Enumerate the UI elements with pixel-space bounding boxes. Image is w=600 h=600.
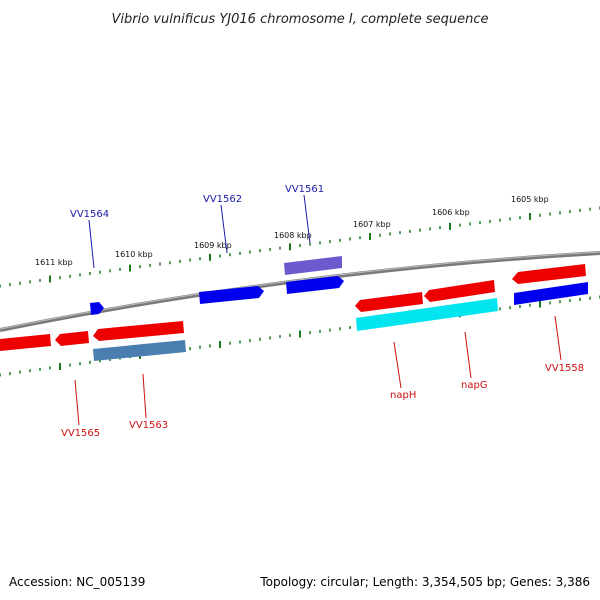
gene-label-vv1558[interactable]: VV1558 bbox=[545, 363, 584, 374]
leader-vv1563 bbox=[142, 373, 147, 419]
tick-label-1609: 1609 kbp bbox=[194, 241, 232, 250]
map-title: Vibrio vulnificus YJ016 chromosome I, co… bbox=[111, 12, 488, 27]
gene-arrow-vv1563-red[interactable] bbox=[93, 321, 184, 341]
gene-label-vv1562[interactable]: VV1562 bbox=[203, 194, 242, 205]
gene-arrow-vv1563[interactable] bbox=[93, 340, 186, 361]
gene-arrow-vv1558-upper[interactable] bbox=[512, 264, 586, 284]
leader-napg bbox=[464, 331, 472, 379]
leader-vv1564 bbox=[88, 219, 95, 269]
gene-arrow-naph-napg-cyan[interactable] bbox=[356, 298, 498, 331]
leader-vv1565 bbox=[74, 379, 80, 426]
gene-arrow-vv1565-left[interactable] bbox=[0, 334, 51, 351]
gene-label-naph[interactable]: napH bbox=[390, 390, 416, 401]
chromosome-backbone-highlight bbox=[0, 251, 600, 330]
outer-tick-ring bbox=[0, 206, 600, 288]
gene-arrow-vv1558[interactable] bbox=[514, 282, 588, 305]
gene-label-vv1564[interactable]: VV1564 bbox=[70, 209, 109, 220]
tick-label-1608: 1608 kbp bbox=[274, 231, 312, 240]
tick-label-1607: 1607 kbp bbox=[353, 220, 391, 229]
summary-text: Topology: circular; Length: 3,354,505 bp… bbox=[259, 575, 590, 589]
gene-arrow-vv1561[interactable] bbox=[286, 276, 344, 294]
tick-label-1610: 1610 kbp bbox=[115, 250, 153, 259]
leader-vv1558 bbox=[554, 315, 562, 361]
gene-arrow-vv1561-upper[interactable] bbox=[284, 256, 342, 275]
gene-arrow-naph-red[interactable] bbox=[355, 292, 423, 312]
gene-arrow-vv1564[interactable] bbox=[90, 302, 104, 315]
forward-genes bbox=[90, 256, 588, 315]
label-leaders bbox=[74, 194, 562, 426]
accession-text: Accession: NC_005139 bbox=[9, 575, 145, 589]
leader-vv1562 bbox=[220, 204, 228, 254]
gene-arrow-napg-red[interactable] bbox=[424, 280, 495, 302]
gene-label-vv1563[interactable]: VV1563 bbox=[129, 420, 168, 431]
gene-label-vv1565[interactable]: VV1565 bbox=[61, 428, 100, 439]
gene-label-napg[interactable]: napG bbox=[461, 380, 488, 391]
reverse-genes bbox=[0, 280, 498, 361]
gene-labels: VV1564 VV1562 VV1561 VV1565 VV1563 napH … bbox=[61, 184, 584, 439]
gene-arrow-vv1565[interactable] bbox=[55, 331, 89, 346]
tick-label-1611: 1611 kbp bbox=[35, 258, 73, 267]
leader-naph bbox=[393, 341, 402, 389]
gene-label-vv1561[interactable]: VV1561 bbox=[285, 184, 324, 195]
tick-label-1605: 1605 kbp bbox=[511, 195, 549, 204]
gene-arrow-vv1562[interactable] bbox=[199, 286, 264, 304]
inner-tick-ring bbox=[0, 295, 600, 377]
leader-vv1561 bbox=[303, 194, 311, 244]
tick-label-1606: 1606 kbp bbox=[432, 208, 470, 217]
